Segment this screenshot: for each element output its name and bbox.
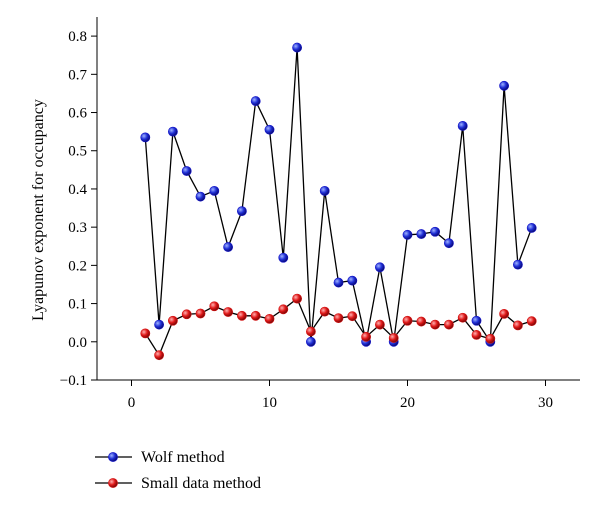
- data-point-small-data: [457, 312, 468, 323]
- data-point-small-data: [443, 319, 454, 330]
- data-point-small-data: [292, 293, 302, 304]
- data-point-small-data: [374, 319, 385, 330]
- data-point-small-data: [388, 333, 399, 343]
- data-point-wolf: [140, 132, 151, 143]
- legend-marker: [108, 478, 118, 488]
- data-point-small-data: [361, 331, 371, 342]
- data-point-small-data: [416, 316, 427, 327]
- data-point-wolf: [347, 275, 358, 286]
- data-point-small-data: [402, 315, 413, 326]
- data-point-wolf: [223, 242, 233, 252]
- y-tick-label: 0.5: [68, 144, 87, 160]
- data-point-wolf: [195, 191, 206, 202]
- x-tick-label: 0: [128, 395, 136, 411]
- data-point-small-data: [526, 316, 537, 327]
- data-point-wolf: [333, 277, 344, 288]
- data-point-small-data: [223, 307, 233, 317]
- data-point-wolf: [457, 121, 468, 131]
- y-tick-label: 0.7: [68, 67, 87, 83]
- x-axis-ticks: 0 10 20 30: [128, 380, 553, 411]
- legend-item-small-data: Small data method: [95, 475, 261, 492]
- data-point-wolf: [305, 336, 316, 347]
- data-point-small-data: [471, 330, 482, 340]
- data-point-wolf: [499, 80, 509, 91]
- data-point-wolf: [181, 166, 192, 176]
- legend: Wolf method Small data method: [95, 449, 261, 492]
- y-tick-label: −0.1: [60, 373, 87, 389]
- x-tick-label: 10: [262, 395, 277, 411]
- data-point-wolf: [264, 124, 275, 135]
- data-point-small-data: [513, 320, 523, 331]
- data-point-small-data: [333, 313, 344, 323]
- data-point-wolf: [374, 262, 385, 273]
- x-tick-label: 30: [538, 395, 553, 411]
- data-point-wolf: [250, 96, 261, 106]
- x-tick-label: 20: [400, 395, 415, 411]
- y-tick-label: 0.2: [68, 258, 87, 274]
- data-point-small-data: [167, 315, 178, 326]
- y-tick-label: 0.6: [68, 106, 87, 122]
- data-point-wolf: [416, 229, 427, 239]
- y-tick-label: 0.0: [68, 335, 87, 351]
- data-point-small-data: [181, 309, 192, 320]
- data-point-small-data: [140, 328, 151, 339]
- data-point-small-data: [499, 308, 509, 319]
- plot-area: [96, 17, 580, 381]
- data-point-wolf: [319, 185, 330, 196]
- legend-item-wolf: Wolf method: [95, 449, 225, 466]
- data-point-small-data: [347, 311, 358, 322]
- legend-label: Wolf method: [141, 449, 225, 466]
- data-point-wolf: [292, 42, 302, 53]
- y-tick-label: 0.4: [68, 182, 87, 198]
- data-point-small-data: [485, 333, 496, 344]
- data-point-small-data: [430, 319, 440, 330]
- data-point-small-data: [209, 301, 220, 312]
- data-point-wolf: [513, 259, 523, 270]
- data-point-wolf: [471, 315, 482, 326]
- y-tick-label: 0.8: [68, 29, 87, 45]
- data-point-small-data: [154, 350, 164, 361]
- data-point-small-data: [305, 326, 316, 337]
- data-point-wolf: [402, 229, 413, 240]
- series-layer: [140, 42, 537, 361]
- data-point-small-data: [250, 310, 261, 321]
- data-point-wolf: [167, 126, 178, 137]
- data-point-wolf: [278, 252, 289, 263]
- data-point-small-data: [195, 308, 206, 319]
- legend-label: Small data method: [141, 475, 261, 492]
- data-point-wolf: [154, 319, 164, 330]
- y-axis-ticks: −0.1 0.0 0.1 0.2 0.3 0.4 0.5 0.6 0.7 0.8: [60, 29, 97, 389]
- data-point-small-data: [278, 304, 289, 315]
- data-point-wolf: [443, 238, 454, 249]
- data-point-small-data: [264, 313, 275, 324]
- data-point-wolf: [430, 226, 440, 237]
- data-point-wolf: [526, 223, 537, 233]
- y-axis-title: Lyapunov exponent for occupancy: [30, 99, 47, 321]
- series-line-small-data: [144, 297, 532, 357]
- data-point-wolf: [236, 206, 247, 217]
- y-tick-label: 0.1: [68, 297, 87, 313]
- data-point-small-data: [319, 306, 330, 317]
- legend-marker: [108, 452, 118, 462]
- series-wolf: [140, 42, 537, 347]
- series-small-data: [140, 293, 537, 361]
- data-point-wolf: [209, 185, 220, 196]
- y-tick-label: 0.3: [68, 220, 87, 236]
- data-point-small-data: [236, 310, 247, 321]
